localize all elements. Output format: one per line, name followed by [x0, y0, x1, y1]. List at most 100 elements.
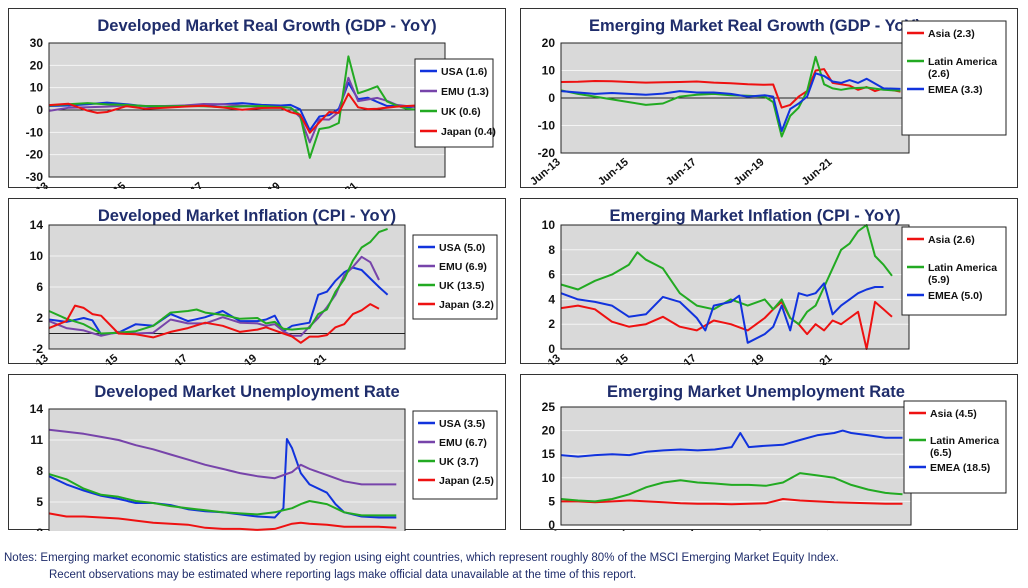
y-tick-label: 8	[548, 243, 555, 257]
series-line-latin-america	[560, 55, 901, 138]
series-line-japan	[48, 303, 380, 344]
x-tick-label: Jun-19	[248, 180, 283, 189]
legend-label-asia: Asia (2.6)	[928, 234, 975, 246]
legend-label-emu: EMU (1.3)	[441, 86, 489, 98]
y-tick-label: 5	[548, 494, 555, 508]
legend-label-latin-america: Latin America (2.6)	[928, 56, 997, 80]
chart-dm-unemp: Developed Market Unemployment Rate 14 11 8 5…	[30, 383, 498, 531]
x-tick-label: Jun-15	[596, 528, 631, 531]
legend-label-emea: EMEA (3.3)	[928, 84, 982, 96]
footnote-line-1: Notes: Emerging market economic statisti…	[4, 552, 839, 564]
y-tick-label: 30	[30, 36, 44, 50]
x-tick-label: Jun-17	[664, 156, 699, 188]
x-tick-label: Jun-21	[294, 352, 329, 365]
y-tick-label: 25	[542, 400, 556, 414]
x-tick-label: Jun-17	[171, 180, 206, 189]
panel-em-cpi: Emerging Market Inflation (CPI - YoY) 10 8…	[520, 198, 1018, 365]
legend-label-asia: Asia (4.5)	[930, 408, 977, 420]
y-tick-label: 10	[30, 249, 44, 263]
plot-area	[560, 224, 910, 350]
y-tick-label: 20	[30, 58, 44, 72]
legend-label-japan: Japan (0.4)	[441, 126, 496, 138]
series-line-uk	[48, 55, 436, 159]
plot-border	[48, 224, 406, 350]
x-tick-label: Jun-15	[596, 156, 631, 188]
chart-em-gdp: Emerging Market Real Growth (GDP - YoY) 2…	[528, 17, 1007, 188]
y-tick-label: 0	[36, 103, 43, 117]
x-tick-label: Jun-15	[93, 180, 128, 189]
x-tick-label: Jun-21	[800, 352, 835, 365]
legend-label-usa: USA (5.0)	[439, 242, 485, 254]
footnote-line-2: Recent observations may be estimated whe…	[49, 569, 637, 581]
x-tick-label: Jun-19	[733, 528, 768, 531]
y-tick-label: -10	[26, 125, 44, 139]
series-line-emea	[560, 429, 903, 458]
y-tick-label: 5	[36, 495, 43, 509]
footnotes: Notes: Emerging market economic statisti…	[4, 550, 1024, 584]
panel-em-unemp: Emerging Market Unemployment Rate 25 20 15 1…	[520, 374, 1018, 531]
x-tick-label: Jun-13	[528, 156, 563, 188]
chart-title: Emerging Market Real Growth (GDP - YoY)	[589, 17, 921, 35]
panel-em-gdp: Emerging Market Real Growth (GDP - YoY) 2…	[520, 8, 1018, 188]
legend-label-japan: Japan (3.2)	[439, 299, 494, 311]
x-tick-label: Jun-17	[665, 528, 700, 531]
chart-dm-cpi: Developed Market Inflation (CPI - YoY) 14…	[16, 207, 498, 365]
legend-label-usa: USA (3.5)	[439, 418, 485, 430]
chart-title: Emerging Market Inflation (CPI - YoY)	[610, 207, 901, 225]
series-line-asia	[561, 498, 903, 506]
legend-label-asia: Asia (2.3)	[928, 28, 975, 40]
legend-box	[901, 20, 1007, 136]
legend-label-latin-america: Latin America (5.9)	[928, 262, 997, 286]
x-tick-label: Jun-19	[224, 352, 259, 365]
y-tick-label: 4	[548, 292, 555, 306]
y-tick-label: -20	[26, 148, 44, 162]
x-tick-label: Jun-15	[596, 352, 631, 365]
x-tick-label: Jun-19	[732, 352, 767, 365]
y-tick-label: 11	[30, 433, 43, 447]
legend-label-uk: UK (0.6)	[441, 106, 481, 118]
y-tick-label: -2	[32, 342, 43, 356]
legend-label-latin-america: Latin America (6.5)	[930, 435, 999, 459]
legend-box	[412, 410, 498, 500]
y-tick-label: 14	[30, 402, 44, 416]
x-tick-label: Jun-17	[155, 352, 190, 365]
x-tick-label: Jun-13	[528, 528, 563, 531]
plot-border	[48, 408, 406, 531]
chart-title: Developed Market Real Growth (GDP - YoY)	[97, 17, 436, 35]
y-tick-label: 2	[36, 526, 43, 531]
y-tick-label: -30	[26, 170, 44, 184]
y-tick-label: -10	[538, 119, 556, 133]
chart-title: Developed Market Unemployment Rate	[94, 383, 399, 401]
series-line-japan	[48, 512, 397, 531]
y-tick-label: 20	[542, 424, 556, 438]
chart-dm-gdp: Developed Market Real Growth (GDP - YoY)…	[16, 17, 496, 189]
legend-label-emea: EMEA (18.5)	[930, 462, 990, 474]
legend-label-emea: EMEA (5.0)	[928, 290, 982, 302]
x-tick-label: Jun-17	[664, 352, 699, 365]
chart-em-unemp: Emerging Market Unemployment Rate 25 20 15 1…	[528, 383, 1007, 531]
y-tick-label: 0	[548, 91, 555, 105]
y-tick-label: 15	[542, 447, 556, 461]
y-tick-label: 10	[30, 81, 44, 95]
x-tick-label: Jun-21	[800, 156, 835, 188]
y-tick-label: -20	[538, 146, 556, 160]
y-tick-label: 2	[548, 317, 555, 331]
series-line-uk	[48, 227, 388, 335]
series-line-latin-america	[560, 472, 903, 503]
chart-title: Emerging Market Unemployment Rate	[607, 383, 905, 401]
x-tick-label: Jun-15	[86, 352, 121, 365]
panel-dm-gdp: Developed Market Real Growth (GDP - YoY)…	[8, 8, 506, 189]
plot-area	[560, 406, 912, 526]
y-tick-label: 10	[542, 64, 556, 78]
panel-dm-cpi: Developed Market Inflation (CPI - YoY) 14…	[8, 198, 506, 365]
legend-box	[414, 58, 494, 148]
legend-box	[903, 400, 1007, 494]
y-tick-label: 8	[36, 464, 43, 478]
legend-box	[901, 226, 1007, 316]
legend-label-uk: UK (13.5)	[439, 280, 485, 292]
y-tick-label: 6	[36, 280, 43, 294]
legend-label-uk: UK (3.7)	[439, 456, 479, 468]
x-tick-label: Jun-19	[732, 156, 767, 188]
x-tick-label: Jun-21	[801, 528, 836, 531]
x-tick-label: Jun-13	[528, 352, 563, 365]
